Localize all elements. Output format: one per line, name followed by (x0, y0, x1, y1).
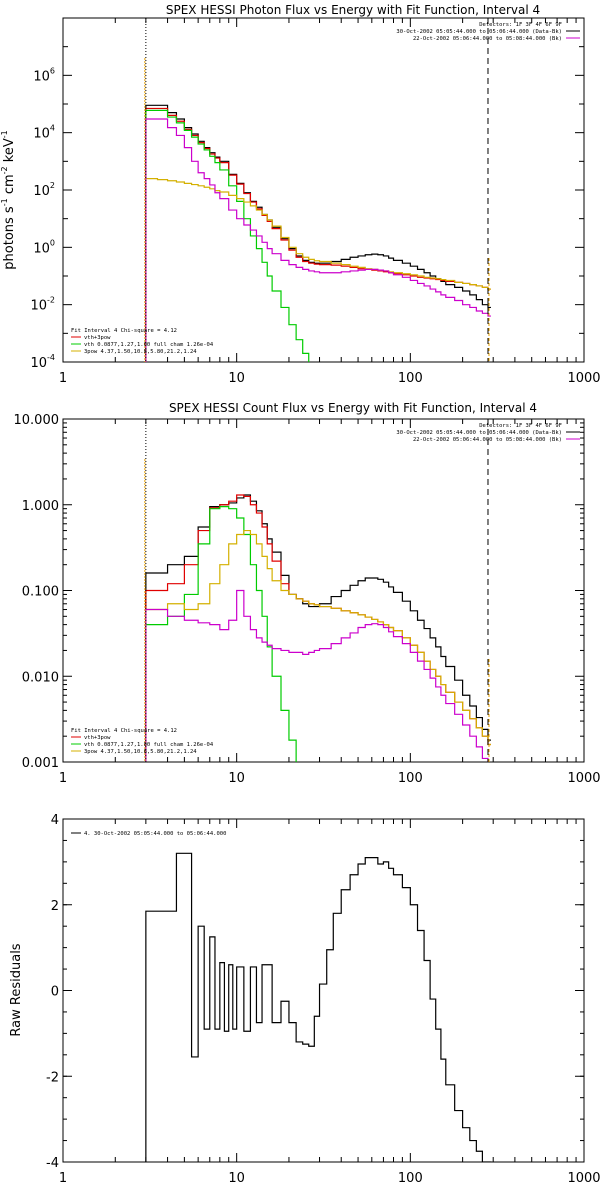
plot-frame (62, 818, 585, 1163)
y-tick-label: 10-2 (30, 296, 55, 314)
y-tick-label: -2 (46, 1070, 59, 1085)
series-line-2 (145, 109, 310, 362)
ylabel-sup1: -1 (0, 198, 9, 206)
y-tick-label: 104 (33, 124, 55, 142)
legend-entry: vth 0.0877,1.27,1.00 full cham 1.26e-04 (84, 742, 214, 748)
photon-flux-ylabel: photons s-1 cm-2 keV-1 (0, 130, 17, 269)
legend-entry: 22-Oct-2002 05:06:44.000 to 05:08:44.000… (413, 437, 562, 443)
y-tick-label: 0.010 (22, 670, 59, 685)
y-tick-label: 10-4 (30, 353, 55, 371)
legend-entry: Fit Interval 4 Chi-square = 4.12 (71, 328, 177, 334)
series-group (145, 494, 491, 762)
legend-entry: vth+3pow (84, 735, 111, 741)
series-line-4 (145, 589, 489, 762)
count-flux-title: SPEX HESSI Count Flux vs Energy with Fit… (169, 401, 537, 415)
series-group (145, 104, 491, 362)
series-line-1 (145, 494, 491, 762)
x-tick-label: 1000 (567, 371, 600, 386)
y-tick-label: 0.100 (22, 585, 59, 600)
ylabel-part2: cm (2, 174, 17, 198)
series-line-0 (145, 852, 492, 1162)
x-tick-label: 100 (398, 371, 423, 386)
series-group (145, 852, 492, 1162)
series-line-3 (145, 177, 491, 362)
x-tick-label: 100 (398, 1171, 423, 1186)
legend-entry: vth+3pow (84, 335, 111, 341)
y-tick-label: 100 (33, 238, 55, 256)
legend-entry: Fit Interval 4 Chi-square = 4.12 (71, 728, 177, 734)
x-tick-label: 10 (228, 771, 245, 786)
legend-entry: Detectors: 1F 3F 4F 6F 9F (479, 22, 562, 28)
plot-frame (62, 17, 585, 363)
y-tick-label: 4 (51, 813, 59, 828)
x-tick-label: 1 (59, 771, 67, 786)
y-tick-label: 2 (51, 899, 59, 914)
series-line-3 (145, 529, 491, 762)
legend-entry: 30-Oct-2002 05:05:44.000 to 05:06:44.000… (396, 29, 562, 35)
x-tick-label: 1000 (567, 771, 600, 786)
ylabel-sup2: -2 (0, 166, 9, 174)
legend-entry: vth 0.0877,1.27,1.00 full cham 1.26e-04 (84, 342, 214, 348)
photon-flux-panel: SPEX HESSI Photon Flux vs Energy with Fi… (0, 3, 600, 386)
legend-entry: 30-Oct-2002 05:05:44.000 to 05:06:44.000… (396, 430, 562, 436)
series-line-2 (145, 506, 297, 762)
x-tick-label: 1000 (567, 1171, 600, 1186)
x-tick-label: 10 (228, 371, 245, 386)
y-tick-label: -4 (46, 1156, 59, 1171)
legend-entry: 3pow 4.37,1.50,10.8,5.80,21.2,1.24 (84, 349, 197, 355)
y-tick-label: 106 (33, 66, 55, 84)
y-tick-label: 1.000 (22, 499, 59, 514)
x-tick-label: 10 (228, 1171, 245, 1186)
count-flux-panel: SPEX HESSI Count Flux vs Energy with Fit… (14, 401, 600, 786)
x-tick-label: 1 (59, 1171, 67, 1186)
ylabel-sup3: -1 (0, 130, 9, 138)
residuals-panel: Raw Residuals 1 10 100 1000 -4 -2 0 2 4 4. 30-Oct… (9, 813, 600, 1186)
svg-text:photons s-1 cm-2 keV-1: photons s-1 cm-2 keV-1 (0, 130, 17, 269)
y-tick-label: 10.000 (14, 413, 60, 428)
legend-entry: Detectors: 1F 3F 4F 6F 9F (479, 423, 562, 429)
ylabel-part1: photons s (2, 206, 17, 270)
ylabel-part3: keV (2, 138, 17, 166)
x-tick-label: 100 (398, 771, 423, 786)
legend-entry: 22-Oct-2002 05:06:44.000 to 05:08:44.000… (413, 36, 562, 42)
legend-entry: 4. 30-Oct-2002 05:05:44.000 to 05:06:44.… (84, 831, 226, 837)
series-line-1 (145, 107, 491, 362)
x-tick-label: 1 (59, 371, 67, 386)
residuals-ylabel: Raw Residuals (9, 943, 24, 1036)
series-line-4 (145, 118, 491, 362)
legend-entry: 3pow 4.37,1.50,10.8,5.80,21.2,1.24 (84, 749, 197, 755)
plot-frame (62, 418, 585, 763)
y-tick-label: 0 (51, 985, 59, 1000)
y-tick-label: 102 (33, 181, 55, 199)
photon-flux-title: SPEX HESSI Photon Flux vs Energy with Fi… (166, 3, 540, 17)
y-tick-label: 0.001 (22, 756, 59, 771)
